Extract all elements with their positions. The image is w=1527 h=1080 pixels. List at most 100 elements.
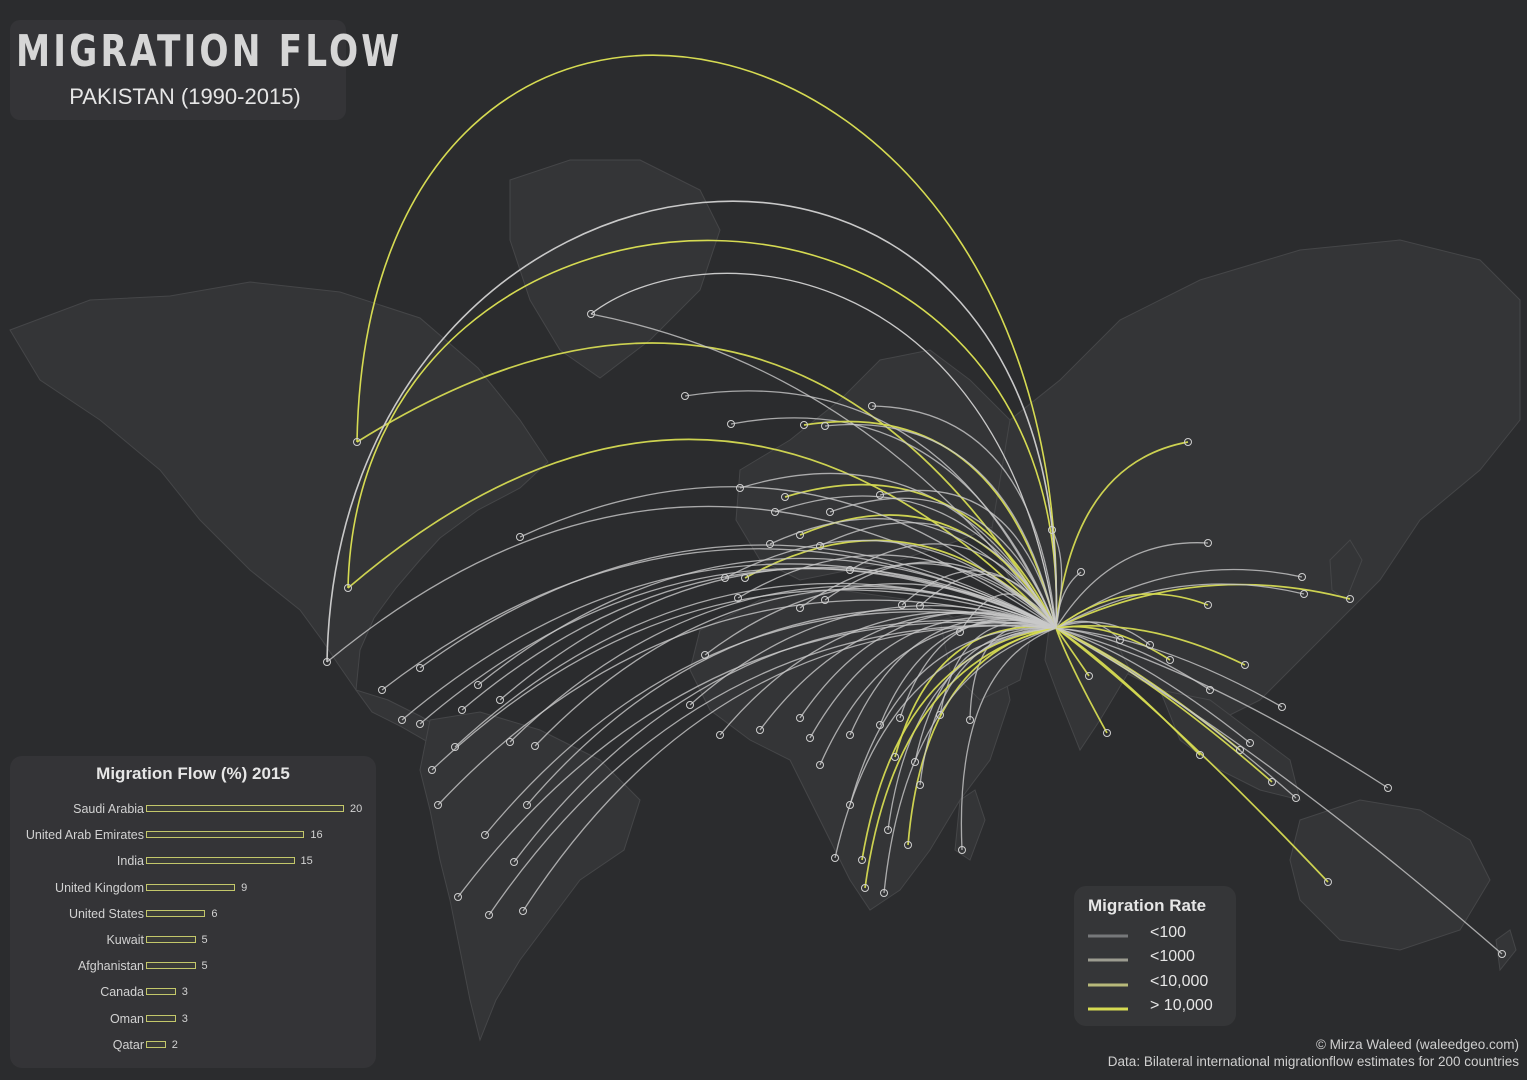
flow-row: United Arab Emirates 16: [10, 826, 376, 846]
destination-marker: [904, 841, 912, 849]
destination-marker: [701, 651, 709, 659]
destination-marker: [353, 438, 361, 446]
flow-arc: [824, 423, 1057, 629]
flow-arc: [1055, 621, 1151, 646]
flow-arc: [1055, 593, 1209, 629]
destination-marker: [416, 720, 424, 728]
destination-marker: [734, 594, 742, 602]
destination-marker: [880, 889, 888, 897]
flow-country-label: Canada: [100, 985, 144, 1000]
destination-marker: [916, 781, 924, 789]
legend-item-lt10000: <10,000: [1088, 973, 1228, 995]
destination-marker: [1298, 573, 1306, 581]
flow-arc: [437, 599, 1057, 806]
flow-arc: [1055, 441, 1189, 629]
legend-item-lt100: <100: [1088, 924, 1228, 946]
destination-marker: [916, 602, 924, 610]
migration-flow-chart: Migration Flow (%) 2015 Saudi Arabia 20 Un…: [10, 756, 376, 1068]
destination-marker: [1268, 778, 1276, 786]
destination-marker: [1384, 784, 1392, 792]
flow-arc: [1055, 627, 1108, 734]
destination-marker: [1166, 656, 1174, 664]
flow-arc-polar: [356, 54, 1058, 629]
landmass-south-america: [419, 711, 641, 1042]
legend-item-gt10000: > 10,000: [1088, 997, 1228, 1019]
flow-bar: [146, 831, 305, 839]
flow-arc: [914, 627, 1057, 763]
flow-arc-polar: [347, 239, 1057, 629]
flow-arc: [347, 438, 1057, 629]
flow-arc: [499, 566, 1057, 701]
landmass-north-america: [9, 281, 549, 692]
destination-marker: [1196, 751, 1204, 759]
flow-bar: [146, 962, 196, 970]
flow-arc: [883, 627, 1057, 894]
destination-marker: [398, 716, 406, 724]
flow-arc: [894, 626, 1057, 758]
flow-country-label: Oman: [109, 1011, 144, 1026]
legend-line-icon: [1088, 958, 1128, 962]
flow-arc: [759, 612, 1057, 731]
destination-marker: [1246, 739, 1254, 747]
flow-arc: [431, 589, 1057, 771]
destination-marker: [323, 658, 331, 666]
destination-marker: [451, 743, 459, 751]
flow-arc: [684, 390, 1057, 629]
destination-marker: [1278, 703, 1286, 711]
flow-arc: [1055, 627, 1283, 708]
flow-arc: [829, 497, 1057, 629]
flow-arc: [522, 625, 1057, 912]
destination-marker: [1048, 526, 1056, 534]
destination-marker: [736, 484, 744, 492]
legend-title: Migration Rate: [1088, 896, 1207, 915]
flow-country-label: Saudi Arabia: [73, 802, 144, 816]
destination-marker: [846, 566, 854, 574]
flow-arc: [730, 417, 1057, 629]
flow-bar: [146, 805, 344, 812]
flow-value-label: 9: [241, 881, 248, 894]
legend-label: <10,000: [1150, 973, 1209, 990]
destination-marker: [816, 761, 824, 769]
flow-arc: [819, 522, 1057, 629]
destination-marker: [510, 858, 518, 866]
flow-arc: [737, 554, 1057, 629]
flow-chart-title: Migration Flow (%) 2015: [96, 764, 290, 783]
destination-marker: [1324, 878, 1332, 886]
destination-marker: [587, 310, 595, 318]
legend-label: <1000: [1150, 948, 1195, 965]
destination-marker: [766, 540, 774, 548]
destination-marker: [686, 701, 694, 709]
destination-marker: [716, 731, 724, 739]
flow-row: United States 6: [10, 905, 376, 925]
flow-row: India 15: [10, 852, 376, 872]
flow-row: Canada 3: [10, 983, 376, 1003]
flow-row: Saudi Arabia 20: [10, 800, 376, 820]
destination-marker: [496, 696, 504, 704]
destination-markers: [323, 310, 1506, 958]
destination-marker: [1116, 636, 1124, 644]
destination-marker: [821, 596, 829, 604]
destination-marker: [966, 716, 974, 724]
destination-marker: [781, 493, 789, 501]
flow-arc: [519, 486, 1057, 629]
flow-value-label: 15: [300, 855, 313, 868]
legend-label: <100: [1150, 924, 1187, 941]
flow-arc: [513, 619, 1057, 863]
destination-marker: [876, 491, 884, 499]
destination-marker: [868, 402, 876, 410]
destination-marker: [756, 726, 764, 734]
flow-arc: [1055, 583, 1305, 629]
landmass-new-zealand: [1495, 929, 1517, 972]
destination-marker: [831, 854, 839, 862]
flow-arc-polar: [326, 200, 1058, 663]
destination-marker: [1300, 590, 1308, 598]
flow-bar: [146, 988, 176, 996]
destination-marker: [1206, 686, 1214, 694]
destination-marker: [846, 801, 854, 809]
destination-marker: [519, 907, 527, 915]
flow-arc: [919, 627, 1057, 786]
flow-value-label: 6: [211, 907, 218, 920]
destination-marker: [1204, 601, 1212, 609]
legend-line-icon: [1088, 1007, 1128, 1011]
